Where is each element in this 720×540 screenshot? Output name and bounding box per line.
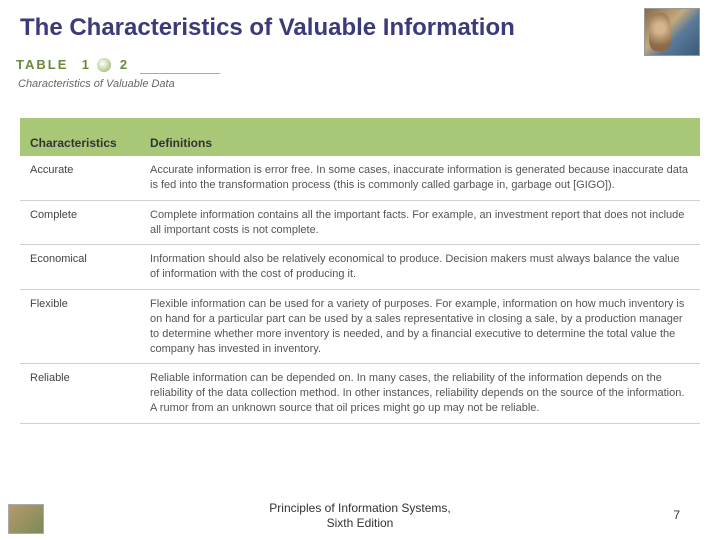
table-header-row: Characteristics Definitions [20,130,700,156]
characteristic-name: Flexible [20,290,140,364]
characteristic-name: Accurate [20,156,140,200]
table-row: Economical Information should also be re… [20,245,700,290]
characteristic-name: Complete [20,200,140,245]
characteristic-definition: Reliable information can be depended on.… [140,364,700,424]
characteristic-definition: Information should also be relatively ec… [140,245,700,290]
characteristic-name: Economical [20,245,140,290]
slide-title: The Characteristics of Valuable Informat… [20,14,515,42]
table-label-word: TABLE [16,57,68,72]
footer-line2: Sixth Edition [327,516,394,530]
characteristics-table: Characteristics Definitions Accurate Acc… [20,118,700,424]
table-row: Flexible Flexible information can be use… [20,290,700,364]
characteristic-definition: Flexible information can be used for a v… [140,290,700,364]
characteristic-name: Reliable [20,364,140,424]
footer-line1: Principles of Information Systems, [269,501,450,515]
table-number-label: TABLE 1 2 [16,56,127,74]
table-row: Reliable Reliable information can be dep… [20,364,700,424]
table-row: Complete Complete information contains a… [20,200,700,245]
table-header-accent [20,118,700,130]
col-header-definitions: Definitions [140,130,700,156]
characteristic-definition: Accurate information is error free. In s… [140,156,700,200]
table-row: Accurate Accurate information is error f… [20,156,700,200]
separator-dot-icon [97,58,111,72]
page-number: 7 [673,508,680,522]
caption-rule [140,73,220,74]
table-index-number: 2 [120,57,127,72]
table-caption: Characteristics of Valuable Data [18,78,175,90]
characteristic-definition: Complete information contains all the im… [140,200,700,245]
col-header-characteristics: Characteristics [20,130,140,156]
decorative-corner-image [644,8,700,56]
footer-citation: Principles of Information Systems, Sixth… [0,501,720,532]
table-chapter-number: 1 [82,57,89,72]
